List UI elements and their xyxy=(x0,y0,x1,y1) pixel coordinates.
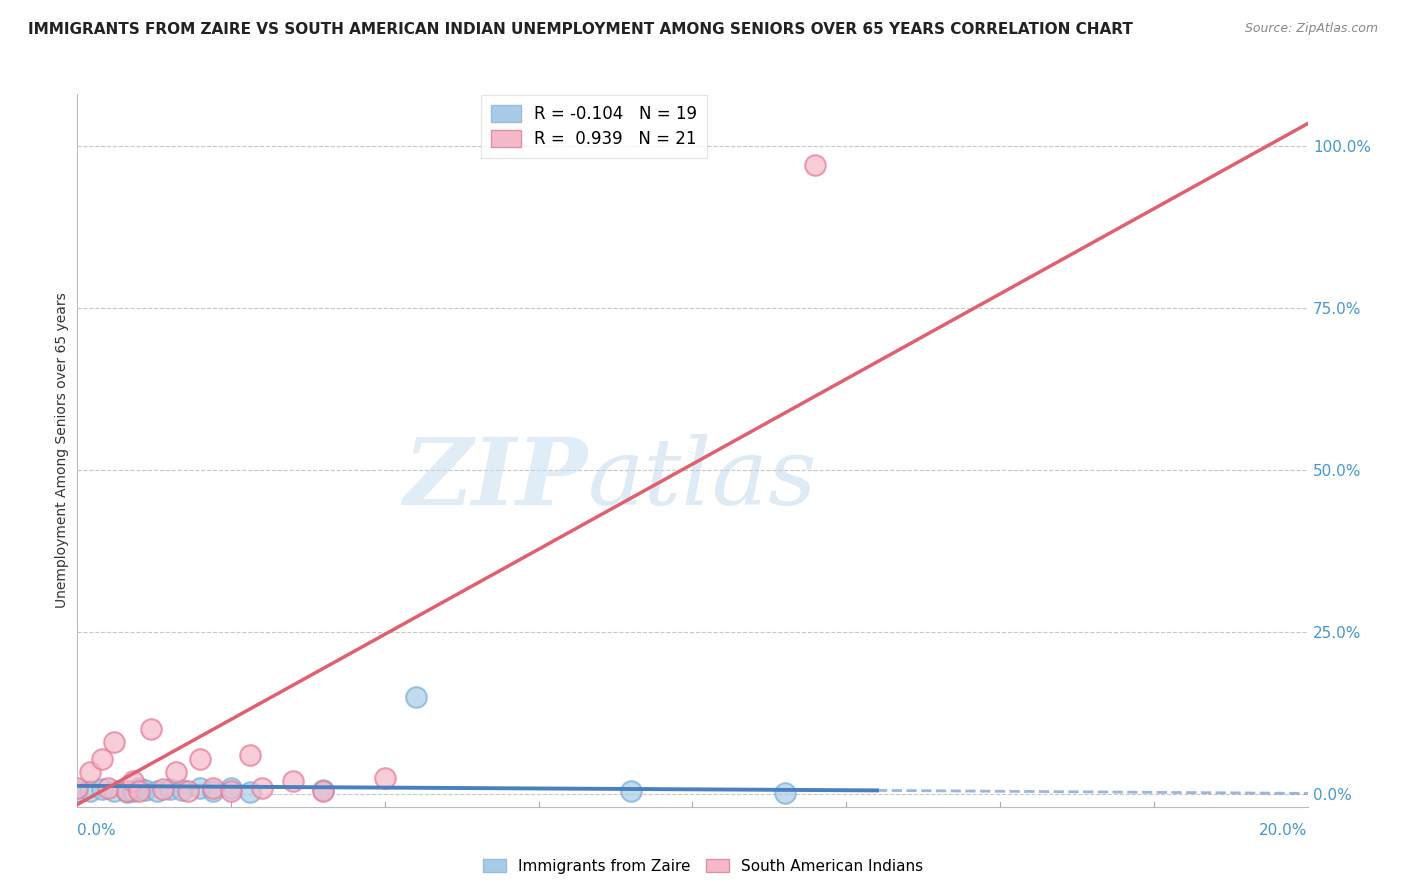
Point xyxy=(141,723,163,737)
Point xyxy=(804,158,827,172)
Point xyxy=(121,774,143,789)
Point xyxy=(239,748,262,763)
Point xyxy=(170,782,193,797)
Point xyxy=(146,784,169,798)
Point xyxy=(128,780,150,795)
Point xyxy=(281,774,304,789)
Point xyxy=(201,784,224,798)
Point xyxy=(79,764,101,779)
Point xyxy=(405,690,427,704)
Point xyxy=(115,784,138,798)
Point xyxy=(312,782,335,797)
Point xyxy=(773,786,796,800)
Point xyxy=(97,780,120,795)
Text: 20.0%: 20.0% xyxy=(1260,823,1308,838)
Y-axis label: Unemployment Among Seniors over 65 years: Unemployment Among Seniors over 65 years xyxy=(55,293,69,608)
Point xyxy=(165,764,187,779)
Point xyxy=(115,785,138,799)
Point xyxy=(121,784,143,798)
Point xyxy=(201,780,224,795)
Point xyxy=(620,784,643,798)
Point xyxy=(219,781,242,796)
Text: 0.0%: 0.0% xyxy=(77,823,117,838)
Text: Source: ZipAtlas.com: Source: ZipAtlas.com xyxy=(1244,22,1378,36)
Point xyxy=(103,784,125,798)
Text: IMMIGRANTS FROM ZAIRE VS SOUTH AMERICAN INDIAN UNEMPLOYMENT AMONG SENIORS OVER 6: IMMIGRANTS FROM ZAIRE VS SOUTH AMERICAN … xyxy=(28,22,1133,37)
Text: atlas: atlas xyxy=(588,434,817,524)
Legend: Immigrants from Zaire, South American Indians: Immigrants from Zaire, South American In… xyxy=(477,853,929,880)
Point xyxy=(90,782,114,797)
Point xyxy=(250,780,273,795)
Point xyxy=(90,751,114,765)
Point xyxy=(79,784,101,798)
Legend: R = -0.104   N = 19, R =  0.939   N = 21: R = -0.104 N = 19, R = 0.939 N = 21 xyxy=(481,95,707,158)
Point xyxy=(66,780,89,795)
Point xyxy=(374,771,396,785)
Point xyxy=(188,780,212,795)
Point xyxy=(103,735,125,749)
Point xyxy=(219,784,242,798)
Point xyxy=(177,784,200,798)
Point xyxy=(66,784,89,798)
Point xyxy=(312,784,335,798)
Point xyxy=(134,782,156,797)
Point xyxy=(152,782,174,797)
Point xyxy=(159,782,181,797)
Point xyxy=(239,785,262,799)
Point xyxy=(128,784,150,798)
Point xyxy=(188,751,212,765)
Text: ZIP: ZIP xyxy=(404,434,588,524)
